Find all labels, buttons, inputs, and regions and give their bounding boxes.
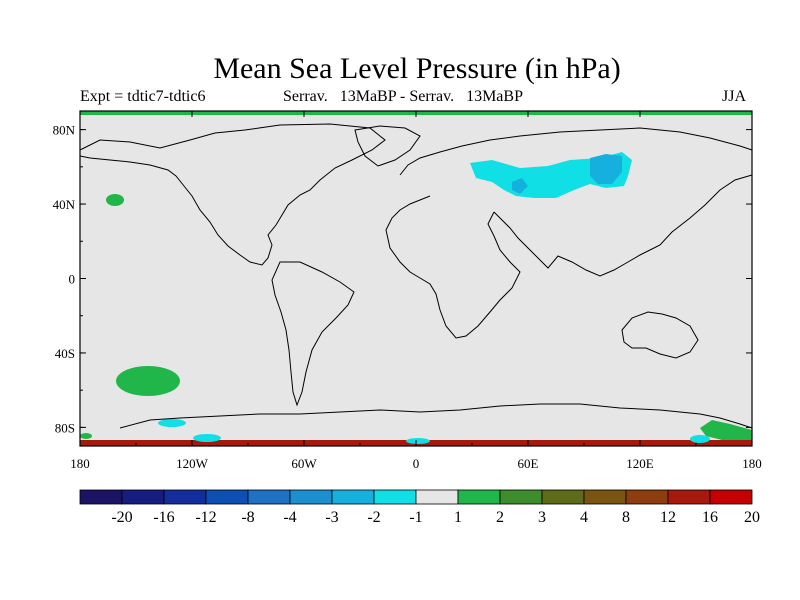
lat-tick-label: 40S bbox=[55, 346, 75, 361]
colorbar-label: -4 bbox=[283, 509, 296, 526]
eurasia-africa-coast bbox=[385, 127, 753, 339]
colorbar-label: -1 bbox=[409, 509, 422, 526]
lon-tick-label: 60W bbox=[291, 456, 317, 471]
season-label: JJA bbox=[722, 88, 747, 105]
colorbar: -20 -16 -12 -8 -4 -3 -2 -1 1 2 3 4 8 12 16 20 bbox=[79, 489, 760, 526]
lon-tick-label: 120E bbox=[626, 456, 654, 471]
colorbar-swatch bbox=[373, 489, 417, 505]
colorbar-label: 3 bbox=[538, 509, 546, 526]
colorbar-swatch bbox=[163, 489, 207, 505]
antarctic-cyan-patch-3 bbox=[690, 435, 710, 443]
colorbar-label: -3 bbox=[325, 509, 338, 526]
colorbar-label: 1 bbox=[454, 509, 462, 526]
colorbar-label: -20 bbox=[111, 509, 132, 526]
lon-tick-label: 180 bbox=[70, 456, 90, 471]
colorbar-swatch bbox=[541, 489, 585, 505]
antarctica-coast bbox=[119, 403, 753, 429]
latitude-axis: 80N 40N 0 40S 80S bbox=[53, 123, 752, 435]
colorbar-swatch bbox=[415, 489, 459, 505]
colorbar-label: -12 bbox=[195, 509, 216, 526]
antarctic-cyan-patch-2 bbox=[193, 434, 221, 442]
colorbar-swatch bbox=[331, 489, 375, 505]
colorbar-label: 2 bbox=[496, 509, 504, 526]
colorbar-swatch bbox=[289, 489, 333, 505]
antarctic-green-patch bbox=[80, 433, 92, 439]
colorbar-swatch bbox=[205, 489, 249, 505]
lat-tick-label: 80N bbox=[53, 123, 76, 138]
colorbar-swatch bbox=[667, 489, 711, 505]
lat-tick-label: 0 bbox=[69, 272, 76, 287]
longitude-axis: 180 120W 60W 0 60E 120E 180 bbox=[70, 111, 762, 471]
antarctic-cyan-patch-4 bbox=[406, 438, 430, 444]
ross-sea-patch bbox=[700, 420, 752, 440]
colorbar-label: 20 bbox=[744, 509, 760, 526]
anomaly-patches bbox=[80, 152, 752, 444]
antarctic-cyan-patch-1 bbox=[158, 419, 186, 427]
colorbar-swatch bbox=[79, 489, 123, 505]
period-label: Serrav. 13MaBP - Serrav. 13MaBP bbox=[283, 88, 523, 105]
caspian-patch bbox=[512, 178, 528, 194]
greenland-coast bbox=[354, 125, 421, 167]
colorbar-label: 4 bbox=[580, 509, 588, 526]
colorbar-swatch bbox=[709, 489, 753, 505]
colorbar-swatch bbox=[625, 489, 669, 505]
south-america-coast bbox=[271, 261, 355, 407]
lon-tick-label: 0 bbox=[413, 456, 420, 471]
map-background bbox=[80, 111, 752, 446]
australia-coast bbox=[621, 311, 699, 359]
colorbar-label: 16 bbox=[702, 509, 718, 526]
colorbar-swatch bbox=[457, 489, 501, 505]
lat-tick-label: 40N bbox=[53, 197, 76, 212]
coastlines bbox=[79, 123, 753, 429]
lon-tick-label: 180 bbox=[742, 456, 762, 471]
lon-tick-label: 120W bbox=[176, 456, 209, 471]
colorbar-swatch bbox=[247, 489, 291, 505]
colorbar-swatch bbox=[121, 489, 165, 505]
colorbar-label: 8 bbox=[622, 509, 630, 526]
north-america-coast bbox=[79, 123, 386, 266]
lat-tick-label: 80S bbox=[55, 420, 75, 435]
colorbar-label: -16 bbox=[153, 509, 174, 526]
colorbar-swatch bbox=[499, 489, 543, 505]
chart-title: Mean Sea Level Pressure (in hPa) bbox=[213, 52, 621, 85]
colorbar-swatch bbox=[583, 489, 627, 505]
colorbar-label: -2 bbox=[367, 509, 380, 526]
north-pacific-patch bbox=[106, 194, 124, 206]
colorbar-label: 12 bbox=[660, 509, 676, 526]
south-pacific-patch bbox=[116, 366, 180, 396]
mongolia-darker-patch bbox=[590, 154, 622, 184]
colorbar-label: -8 bbox=[241, 509, 254, 526]
lon-tick-label: 60E bbox=[518, 456, 539, 471]
experiment-label: Expt = tdtic7-tdtic6 bbox=[80, 88, 206, 105]
